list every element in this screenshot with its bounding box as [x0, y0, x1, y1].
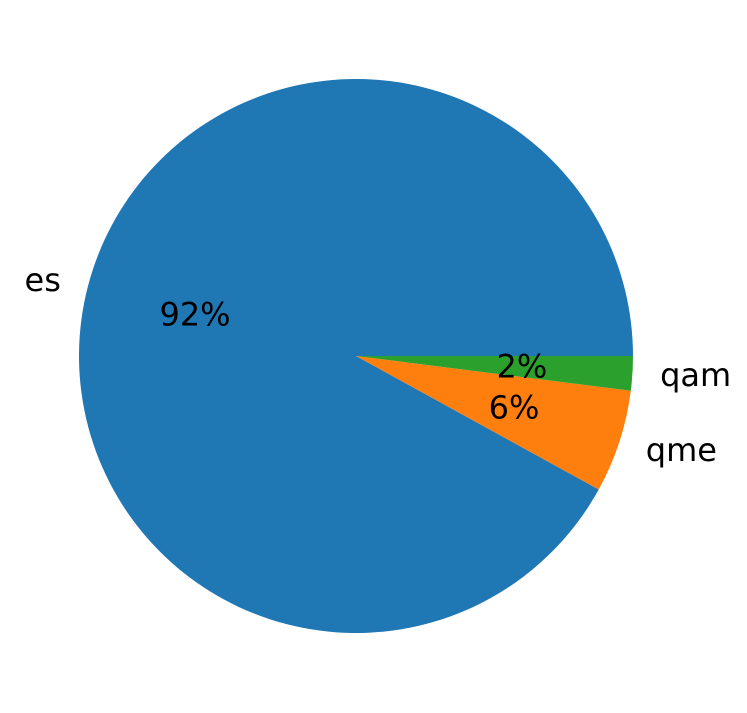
pie-slices — [79, 79, 634, 634]
pct-label-qme: 6% — [489, 388, 540, 426]
slice-label-qam: qam — [660, 356, 731, 394]
pct-label-es: 92% — [159, 296, 230, 334]
pct-label-qam: 2% — [496, 347, 547, 385]
pie-slice-qam — [356, 356, 633, 391]
pie-slice-qme — [356, 356, 631, 490]
slice-label-es: es — [25, 261, 61, 299]
slice-label-qme: qme — [646, 431, 717, 469]
pie-labels: es 92% qme 6% qam 2% — [25, 261, 732, 469]
pie-slice-es — [79, 79, 634, 634]
